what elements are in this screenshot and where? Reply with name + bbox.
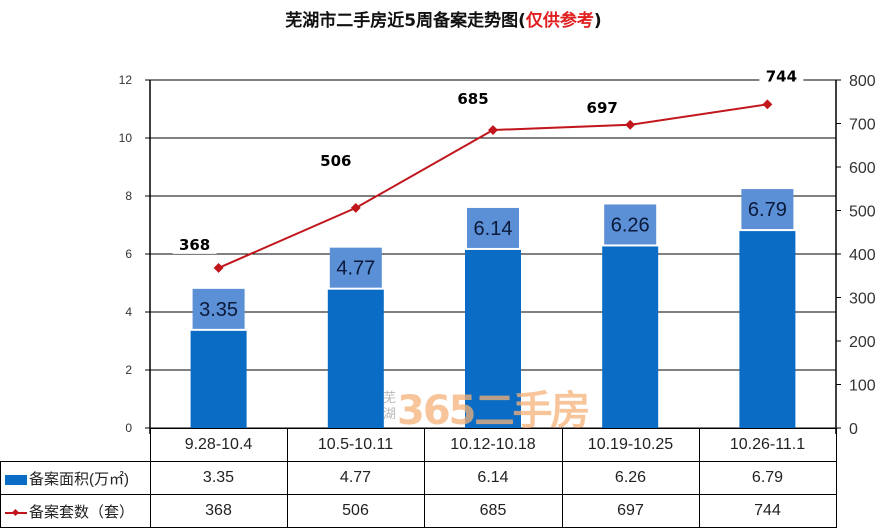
line-label-bg — [580, 98, 625, 117]
table-cell: 744 — [698, 494, 837, 528]
bar — [739, 231, 796, 428]
table-cell: 368 — [149, 494, 288, 528]
table-cell: 6.79 — [698, 461, 837, 495]
category-cell: 10.5-10.11 — [286, 428, 425, 462]
chart-title: 芜湖市二手房近5周备案走势图(仅供参考) — [0, 6, 887, 31]
right-tick-label: 200 — [849, 334, 876, 351]
legend-label: 备案套数（套） — [29, 503, 135, 521]
table-cell: 685 — [423, 494, 563, 528]
line-marker — [625, 119, 636, 130]
watermark-brand: 365二手房 — [397, 388, 590, 434]
left-tick-label: 2 — [125, 363, 132, 377]
right-tick-label: 700 — [849, 117, 876, 134]
table-cell: 506 — [286, 494, 425, 528]
right-tick-label: 100 — [849, 378, 876, 395]
left-tick-label: 12 — [119, 73, 133, 87]
bar-value-label: 6.14 — [474, 218, 513, 240]
title-main: 芜湖市二手房近5周备案走势图( — [285, 11, 526, 31]
bar — [190, 330, 247, 428]
table-cell: 6.14 — [423, 461, 563, 495]
legend-area: 备案面积(万㎡) — [0, 461, 151, 495]
title-highlight: 仅供参考 — [525, 11, 594, 31]
bar-value-label: 4.77 — [336, 258, 375, 280]
category-cell: 9.28-10.4 — [149, 428, 288, 462]
table-corner — [0, 428, 151, 462]
right-tick-label: 600 — [849, 160, 876, 177]
bar-label-box — [741, 189, 794, 230]
watermark-city: 芜湖 — [383, 391, 397, 422]
table-cell: 4.77 — [286, 461, 425, 495]
line-label-bg — [451, 90, 495, 109]
line-marker — [350, 202, 361, 213]
category-cell: 10.26-11.1 — [698, 428, 837, 462]
bar — [465, 249, 521, 428]
line-label-bg — [313, 151, 358, 170]
left-tick-label: 0 — [125, 421, 132, 435]
line-value-label: 685 — [457, 90, 488, 108]
bar-legend-icon — [5, 474, 27, 485]
bar-label-box — [329, 247, 382, 288]
bar-label-box — [192, 288, 245, 329]
line-value-label: 697 — [587, 99, 618, 117]
bar-label-box — [467, 207, 519, 248]
line-label-bg — [172, 235, 217, 254]
line-label-bg — [759, 67, 804, 86]
line-legend-icon — [5, 508, 27, 518]
table-row: 备案面积(万㎡) 3.35 4.77 6.14 6.26 6.79 — [0, 461, 837, 495]
table-cell: 3.35 — [149, 461, 288, 495]
line-value-label: 744 — [766, 67, 797, 85]
bar — [327, 289, 384, 428]
legend-count: 备案套数（套） — [0, 494, 151, 528]
right-tick-label: 500 — [849, 204, 876, 221]
table-cell: 6.26 — [561, 461, 700, 495]
line-marker — [488, 125, 498, 135]
line-marker — [762, 99, 773, 110]
right-tick-label: 400 — [849, 247, 876, 264]
bar-value-label: 6.79 — [748, 199, 787, 221]
right-tick-label: 800 — [849, 73, 876, 90]
line-value-label: 506 — [320, 152, 351, 170]
table-row: 备案套数（套） 368 506 685 697 744 — [0, 494, 837, 528]
legend-label: 备案面积(万㎡) — [29, 470, 129, 488]
bar-label-box — [604, 204, 657, 245]
left-tick-label: 6 — [125, 247, 132, 261]
bar-value-label: 3.35 — [199, 299, 238, 321]
bar — [602, 246, 659, 428]
line-marker — [213, 262, 224, 273]
watermark: 芜湖365二手房 — [383, 378, 590, 436]
category-cell: 10.12-10.18 — [423, 428, 563, 462]
line-value-label: 368 — [179, 236, 210, 254]
category-cell: 10.19-10.25 — [561, 428, 700, 462]
title-close: ) — [593, 11, 602, 31]
left-tick-label: 4 — [125, 305, 132, 319]
bar-value-label: 6.26 — [611, 214, 650, 236]
left-tick-label: 10 — [119, 131, 133, 145]
category-row: 9.28-10.4 10.5-10.11 10.12-10.18 10.19-1… — [0, 428, 837, 462]
data-table: 9.28-10.4 10.5-10.11 10.12-10.18 10.19-1… — [0, 428, 837, 528]
left-tick-label: 8 — [125, 189, 132, 203]
table-cell: 697 — [561, 494, 700, 528]
right-tick-label: 300 — [849, 291, 876, 308]
right-tick-label: 0 — [849, 421, 858, 438]
